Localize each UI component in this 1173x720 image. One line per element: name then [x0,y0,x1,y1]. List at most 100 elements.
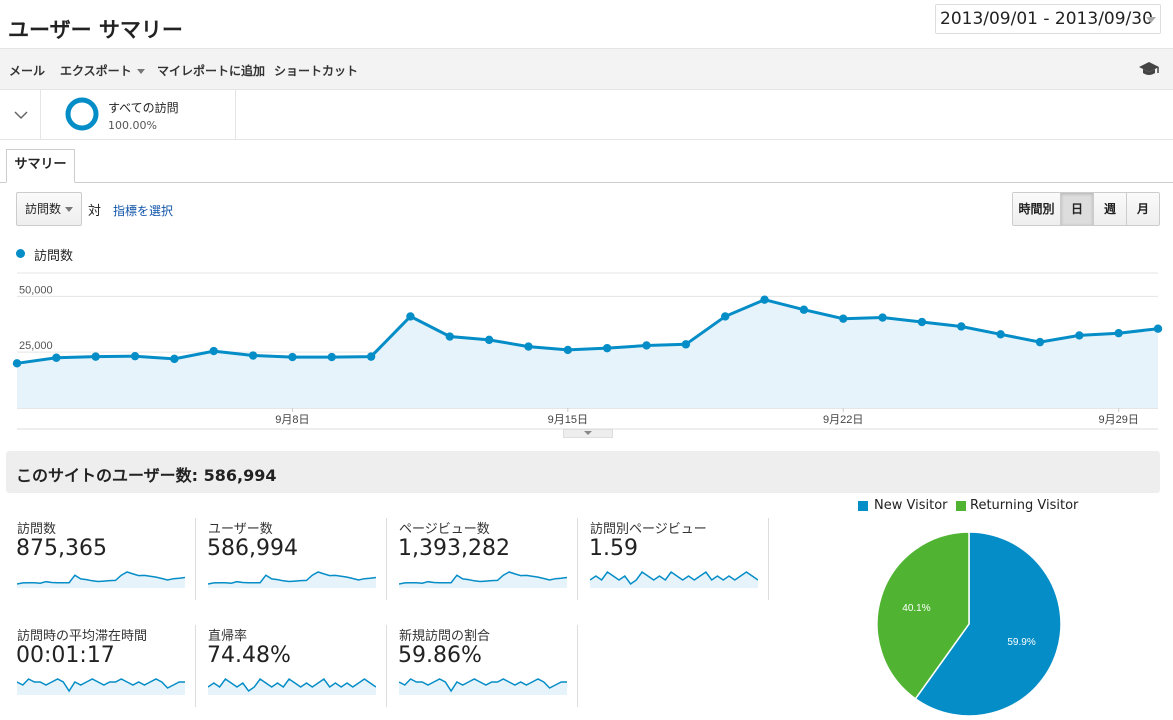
x-tick-label: 9月15日 [548,414,588,426]
metric-sparkline [208,677,376,695]
metric-tile: 直帰率 74.48% [196,625,386,707]
metric-sparkline [399,571,567,588]
shortcut-button[interactable]: ショートカット [274,64,359,78]
metric-value: 875,365 [16,536,107,561]
chart-data-point[interactable] [366,352,376,361]
date-range-picker[interactable]: 2013/09/01 - 2013/09/30 [935,4,1161,34]
add-to-dashboard-button[interactable]: マイレポートに追加 [157,64,266,78]
chart-data-point[interactable] [642,341,651,350]
metric-value: 00:01:17 [16,643,115,668]
export-button[interactable]: エクスポート [60,62,145,79]
tile-divider [577,518,578,600]
legend-returning-visitor[interactable]: Returning Visitor [970,498,1079,513]
chevron-down-icon [584,431,592,435]
chart-data-point[interactable] [957,322,966,331]
tile-divider [195,625,196,707]
graduation-cap-icon[interactable] [1138,60,1160,78]
period-toggle-group: 時間別 日 週 月 [1012,192,1160,226]
chart-data-point[interactable] [406,312,415,321]
metric-label[interactable]: ユーザー数 [208,522,273,537]
sparkline-line [17,678,185,693]
chart-area-fill [17,299,1158,408]
sparkline-line [399,678,567,693]
sparkline-fill [399,679,567,695]
email-button[interactable]: メール [9,64,46,78]
period-hourly-button[interactable]: 時間別 [1013,193,1061,225]
metric-label[interactable]: ページビュー数 [399,522,490,537]
chart-data-point[interactable] [170,354,179,364]
metric-label[interactable]: 訪問別ページビュー [590,522,707,537]
chart-data-point[interactable] [721,312,730,321]
chart-data-point[interactable] [91,352,100,361]
chart-data-point[interactable] [1075,331,1084,340]
metric-tile: 新規訪問の割合 59.86% [387,625,577,707]
metric-label[interactable]: 新規訪問の割合 [399,629,491,644]
sparkline-line [208,677,376,693]
pie-slice[interactable] [876,531,970,700]
metric-sparkline [590,570,758,588]
chart-data-point[interactable] [878,313,887,322]
metric-sparkline [208,571,376,588]
chart-data-point[interactable] [209,346,218,356]
chart-data-point[interactable] [130,351,140,361]
chart-data-point[interactable] [524,342,533,351]
chart-data-point[interactable] [760,295,769,304]
chart-data-point[interactable] [1035,337,1045,347]
chart-range-handle[interactable] [563,429,613,438]
chart-data-point[interactable] [563,345,573,355]
metric-label[interactable]: 直帰率 [208,629,248,644]
x-tick-label: 9月29日 [1098,414,1138,426]
select-metric-link[interactable]: 指標を選択 [113,204,174,218]
chart-series-line [16,298,1159,365]
chart-data-point[interactable] [917,317,927,327]
pie-slice[interactable] [914,531,1062,717]
metric-label[interactable]: 訪問数 [17,522,57,537]
chart-data-point[interactable] [327,352,336,362]
metric-sparkline [17,571,185,588]
segment-percent: 100.00% [108,119,157,132]
chart-data-point[interactable] [52,353,61,362]
metric-tile: ユーザー数 586,994 [196,518,386,600]
chart-data-point[interactable] [1114,328,1123,338]
tile-divider [195,518,196,600]
page-title: ユーザー サマリー [8,18,183,42]
metric-value: 586,994 [207,536,298,561]
sparkline-fill [399,572,567,588]
chart-data-point[interactable] [445,332,454,341]
pie-slice-label: 59.9% [1007,637,1035,648]
chart-data-point[interactable] [484,335,494,345]
period-week-button[interactable]: 週 [1094,193,1127,225]
segment-name[interactable]: すべての訪問 [108,101,179,115]
chart-legend-label: 訪問数 [34,249,74,264]
chart-data-point[interactable] [248,351,258,360]
metric-label[interactable]: 訪問時の平均滞在時間 [17,629,148,644]
metric-sparkline [17,678,185,695]
chart-data-point[interactable] [1153,324,1163,333]
x-tick-label: 9月22日 [823,414,863,426]
report-toolbar: メール エクスポート マイレポートに追加 ショートカット [0,48,1173,90]
chart-data-point[interactable] [681,340,691,349]
chart-data-point[interactable] [602,343,612,353]
period-day-button[interactable]: 日 [1061,193,1094,225]
segment-expand-chevron-icon[interactable] [14,110,28,120]
tab-underline [0,182,1173,183]
chart-data-point[interactable] [12,359,22,368]
chart-data-point[interactable] [288,352,297,362]
segment-donut-icon [65,97,99,131]
metric-value: 59.86% [398,643,482,668]
sparkline-line [17,571,185,585]
metric-select[interactable]: 訪問数 [16,192,82,226]
tile-divider [386,518,387,600]
legend-new-visitor[interactable]: New Visitor [874,498,948,513]
sparkline-fill [17,572,185,588]
chart-data-point[interactable] [839,314,848,323]
sparkline-line [590,570,758,586]
sparkline-fill [17,679,185,695]
visits-line-chart: 50,000 25,000 9月8日 9月15日 9月22日 9月29日 [12,272,1163,430]
chart-data-point[interactable] [996,330,1005,339]
chart-data-point[interactable] [799,305,809,314]
period-month-button[interactable]: 月 [1127,193,1159,225]
tab-summary[interactable]: サマリー [6,149,75,183]
export-label: エクスポート [60,64,132,78]
date-range-text: 2013/09/01 - 2013/09/30 [940,9,1153,29]
